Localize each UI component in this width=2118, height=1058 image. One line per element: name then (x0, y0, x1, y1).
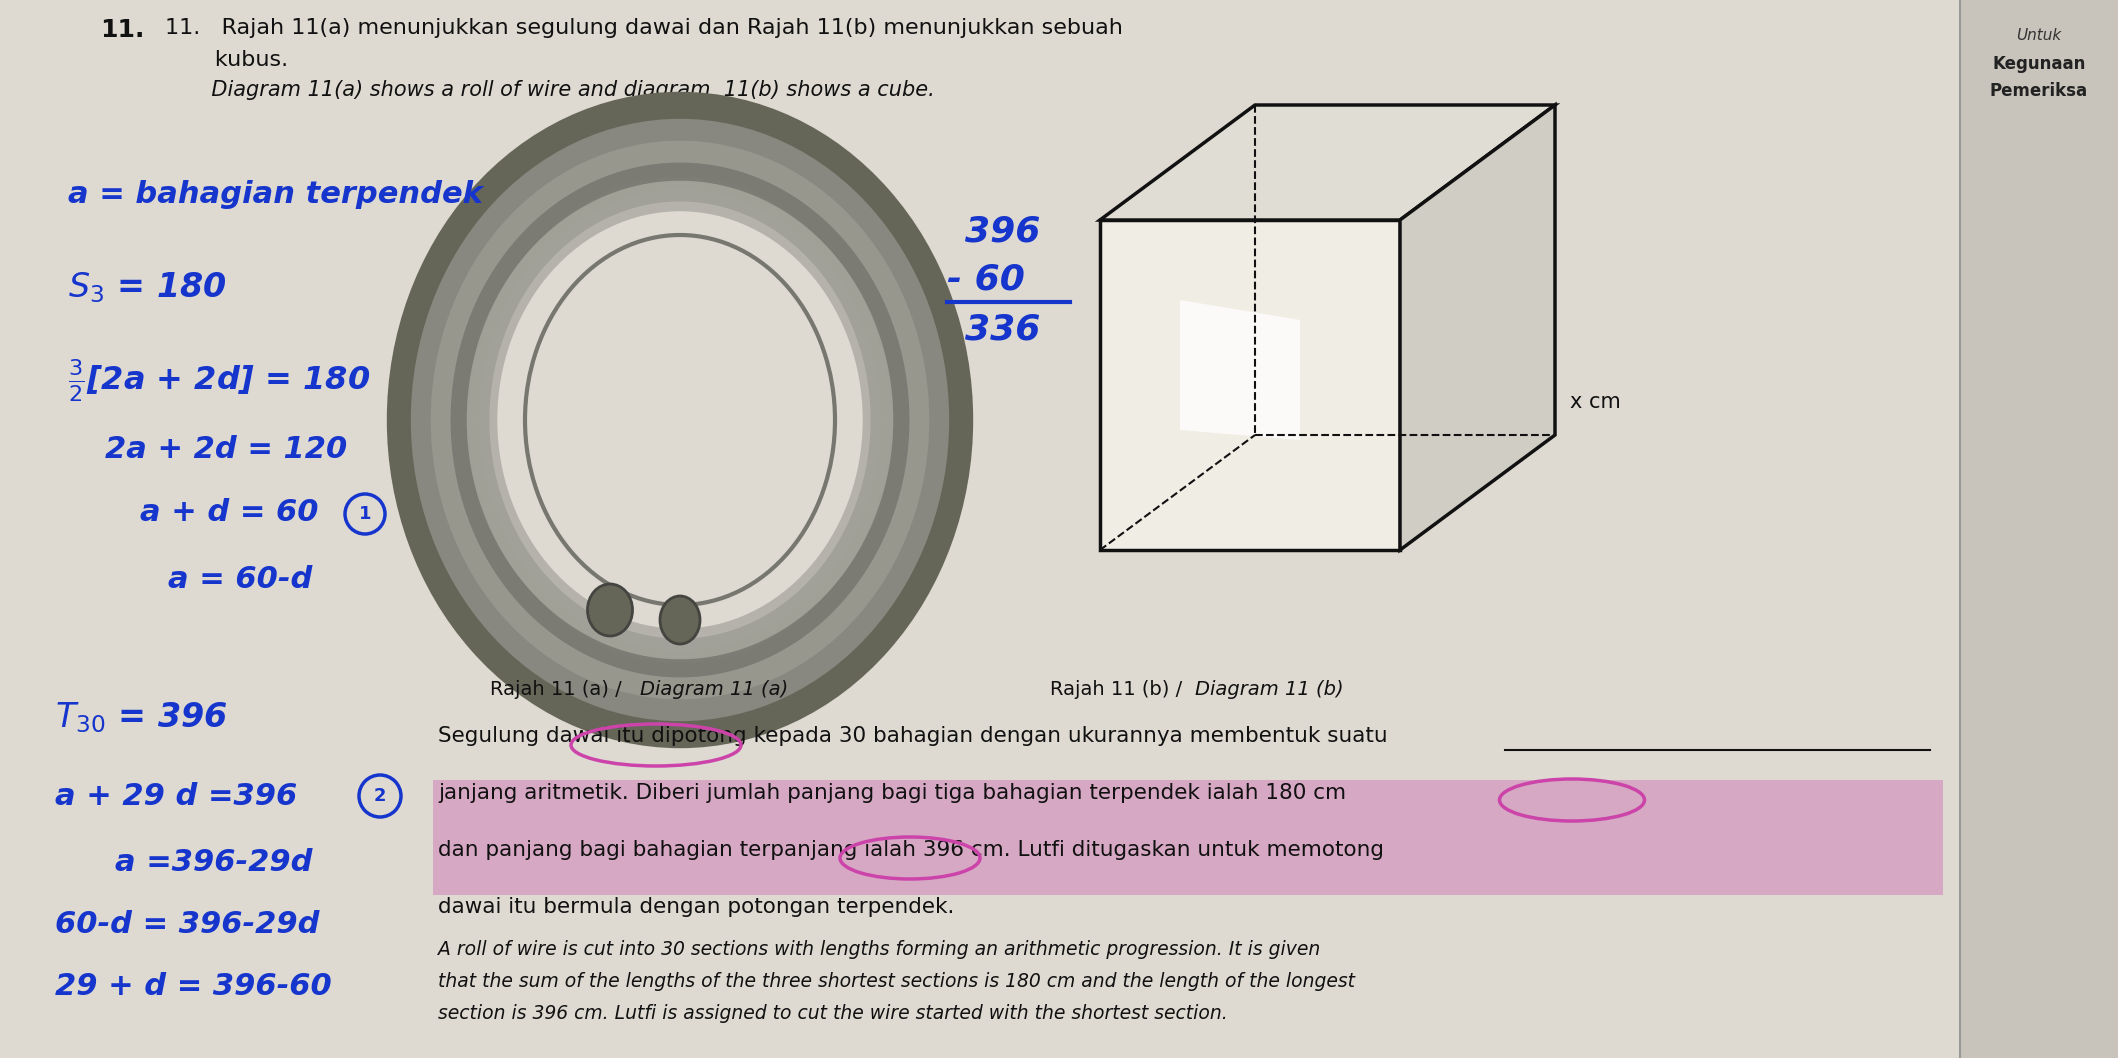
Text: a = bahagian terpendek: a = bahagian terpendek (68, 180, 483, 209)
Text: Diagram 11 (a): Diagram 11 (a) (640, 680, 788, 699)
Text: 2: 2 (373, 787, 385, 805)
Text: 1: 1 (358, 505, 371, 523)
Bar (1959, 0, 2118, 1058)
Polygon shape (1180, 300, 1300, 440)
Text: that the sum of the lengths of the three shortest sections is 180 cm and the len: that the sum of the lengths of the three… (438, 972, 1356, 991)
Text: $T_{30}$ = 396: $T_{30}$ = 396 (55, 700, 229, 734)
Text: x cm: x cm (1569, 391, 1620, 412)
Text: a = 60-d: a = 60-d (167, 565, 311, 594)
Text: kubus.: kubus. (165, 50, 288, 70)
Text: dawai itu bermula dengan potongan terpendek.: dawai itu bermula dengan potongan terpen… (438, 897, 955, 917)
Text: Rajah 11 (a) /: Rajah 11 (a) / (489, 680, 629, 699)
Text: dan panjang bagi bahagian terpanjang ialah 396 cm. Lutfi ditugaskan untuk memoto: dan panjang bagi bahagian terpanjang ial… (438, 840, 1383, 860)
Text: Diagram 11 (b): Diagram 11 (b) (1195, 680, 1343, 699)
Text: 29 + d = 396-60: 29 + d = 396-60 (55, 972, 333, 1001)
Text: Segulung dawai itu dipotong kepada 30 bahagian dengan ukurannya membentuk suatu: Segulung dawai itu dipotong kepada 30 ba… (438, 726, 1387, 746)
Text: 336: 336 (966, 312, 1040, 346)
Polygon shape (1099, 220, 1400, 550)
Text: section is 396 cm. Lutfi is assigned to cut the wire started with the shortest s: section is 396 cm. Lutfi is assigned to … (438, 1004, 1228, 1023)
Ellipse shape (415, 120, 945, 720)
Text: Untuk: Untuk (2016, 28, 2061, 43)
Text: 11.: 11. (100, 18, 144, 42)
Polygon shape (1099, 105, 1555, 220)
Text: A roll of wire is cut into 30 sections with lengths forming an arithmetic progre: A roll of wire is cut into 30 sections w… (438, 940, 1320, 959)
Text: a + 29 d =396: a + 29 d =396 (55, 782, 297, 811)
Text: $\frac{3}{2}$[2a + 2d] = 180: $\frac{3}{2}$[2a + 2d] = 180 (68, 358, 371, 404)
Ellipse shape (587, 584, 633, 636)
Text: a + d = 60: a + d = 60 (140, 498, 318, 527)
Text: Pemeriksa: Pemeriksa (1991, 83, 2088, 101)
Text: Diagram 11(a) shows a roll of wire and diagram  11(b) shows a cube.: Diagram 11(a) shows a roll of wire and d… (165, 80, 934, 101)
Text: 2a + 2d = 120: 2a + 2d = 120 (106, 435, 347, 464)
Bar (432, 780, 1942, 895)
Text: 60-d = 396-29d: 60-d = 396-29d (55, 910, 320, 940)
Polygon shape (1400, 105, 1555, 550)
Ellipse shape (525, 235, 834, 605)
Text: - 60: - 60 (947, 262, 1025, 296)
Ellipse shape (661, 596, 701, 644)
Text: janjang aritmetik. Diberi jumlah panjang bagi tiga bahagian terpendek ialah 180 : janjang aritmetik. Diberi jumlah panjang… (438, 783, 1347, 803)
Text: a =396-29d: a =396-29d (114, 849, 313, 877)
Text: $S_3$ = 180: $S_3$ = 180 (68, 270, 227, 305)
Text: Rajah 11 (b) /: Rajah 11 (b) / (1051, 680, 1188, 699)
Text: Kegunaan: Kegunaan (1993, 55, 2086, 73)
Text: 11.   Rajah 11(a) menunjukkan segulung dawai dan Rajah 11(b) menunjukkan sebuah: 11. Rajah 11(a) menunjukkan segulung daw… (165, 18, 1123, 38)
Text: 396: 396 (966, 215, 1040, 249)
